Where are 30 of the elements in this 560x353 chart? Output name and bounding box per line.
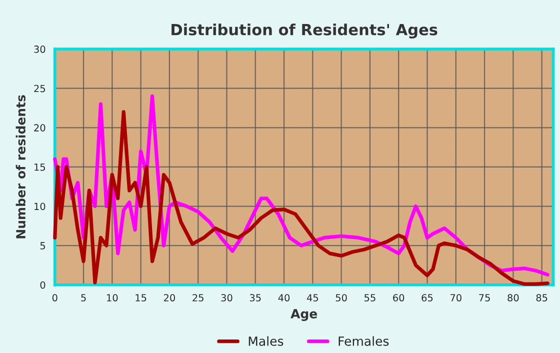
x-tick-label: 20 (164, 294, 175, 302)
y-tick-label: 5 (40, 242, 46, 250)
y-tick-label: 25 (34, 84, 46, 92)
x-tick-label: 0 (52, 294, 58, 302)
y-axis-title: Number of residents (16, 95, 26, 238)
x-tick-label: 70 (450, 294, 462, 302)
chart-title: Distribution of Residents' Ages (172, 24, 438, 38)
x-tick-label: 5 (81, 294, 86, 302)
x-tick-label: 40 (278, 294, 290, 302)
y-tick-label: 30 (34, 46, 46, 53)
legend-label: Females (338, 336, 389, 346)
legend-label: Males (248, 336, 284, 346)
x-tick-label: 80 (508, 294, 519, 302)
x-tick-label: 75 (479, 294, 490, 302)
y-tick-label: 20 (34, 124, 46, 132)
y-tick-label: 10 (34, 202, 46, 210)
x-tick-label: 30 (221, 294, 232, 302)
x-tick-label: 50 (336, 294, 347, 302)
x-tick-label: 25 (192, 294, 204, 302)
x-tick-label: 60 (393, 294, 404, 302)
x-axis-title: Age (290, 309, 318, 321)
x-tick-label: 85 (536, 294, 548, 302)
x-tick-label: 65 (422, 294, 433, 302)
y-tick-label: 15 (34, 164, 46, 171)
x-tick-label: 35 (250, 294, 261, 302)
x-tick-label: 45 (306, 294, 318, 302)
y-tick-label: 0 (40, 281, 46, 289)
x-tick-label: 55 (364, 294, 376, 302)
x-tick-label: 10 (107, 294, 118, 302)
x-tick-label: 15 (136, 294, 146, 302)
